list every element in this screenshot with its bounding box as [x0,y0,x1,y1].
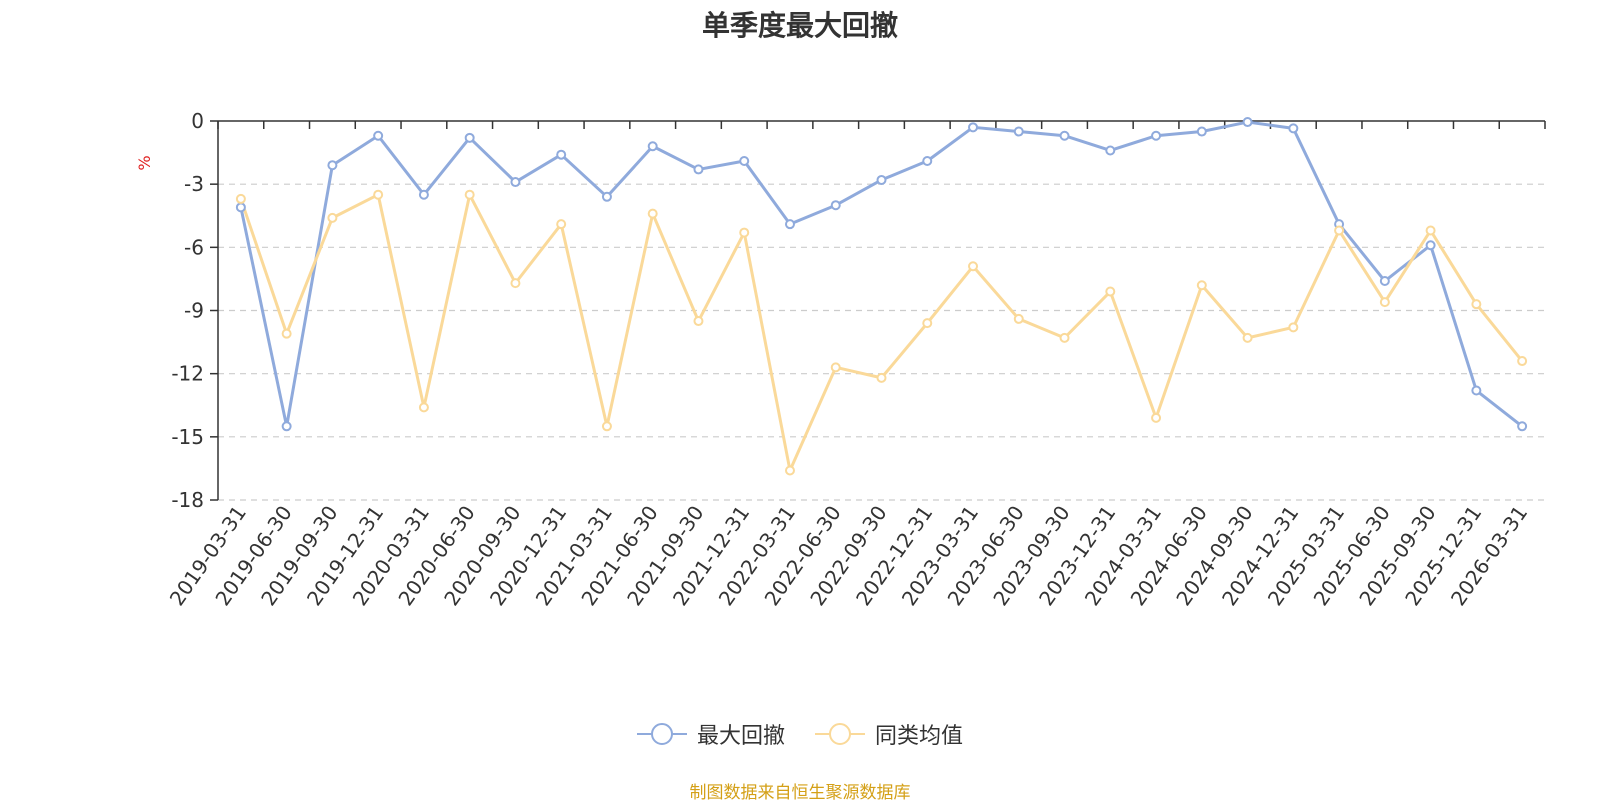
legend-label-peer-average: 同类均值 [875,724,964,749]
data-point-series-1 [418,402,429,413]
data-point-series-0 [235,202,246,213]
data-point-series-0 [281,421,292,432]
data-point-series-0 [373,130,384,141]
data-point-series-1 [464,189,475,200]
data-point-series-0 [1059,130,1070,141]
data-point-series-0 [327,160,338,171]
y-tick-label: -15 [171,425,204,449]
data-point-series-1 [693,316,704,327]
data-point-series-0 [1196,126,1207,137]
data-point-series-0 [601,191,612,202]
data-point-series-1 [1471,299,1482,310]
data-point-series-0 [739,156,750,167]
data-point-series-1 [1379,297,1390,308]
data-point-series-1 [373,189,384,200]
legend-circle-icon [636,723,687,745]
data-point-series-1 [784,465,795,476]
data-point-series-1 [1242,332,1253,343]
data-point-series-0 [556,149,567,160]
data-point-series-1 [1196,280,1207,291]
data-point-series-0 [647,141,658,152]
data-point-series-1 [1517,356,1528,367]
data-point-series-1 [739,227,750,238]
data-point-series-0 [1013,126,1024,137]
legend-item-peer-average[interactable]: 同类均值 [815,718,963,750]
data-point-series-0 [1379,276,1390,287]
data-point-series-0 [510,177,521,188]
data-point-series-1 [830,362,841,373]
data-point-series-0 [830,200,841,211]
data-point-series-0 [464,132,475,143]
data-point-series-1 [1425,225,1436,236]
data-point-series-1 [281,328,292,339]
data-point-series-1 [510,278,521,289]
y-tick-label: -3 [184,172,204,196]
data-point-series-0 [418,189,429,200]
data-point-series-0 [1517,421,1528,432]
data-point-series-1 [235,193,246,204]
data-point-series-0 [1288,123,1299,134]
data-point-series-1 [1059,332,1070,343]
series-line-1 [239,193,1524,473]
data-point-series-1 [601,421,612,432]
y-tick-label: -18 [171,488,204,512]
data-point-series-1 [922,318,933,329]
data-point-series-0 [1242,117,1253,128]
data-point-series-1 [1288,322,1299,333]
data-point-series-1 [1334,225,1345,236]
data-point-series-0 [876,174,887,185]
data-point-series-0 [968,122,979,133]
data-point-series-0 [1425,240,1436,251]
legend-item-drawdown[interactable]: 最大回撤 [636,718,785,750]
y-axis-label: % [135,155,154,170]
data-point-series-1 [647,208,658,219]
y-tick-label: 0 [191,109,204,133]
data-point-series-0 [922,156,933,167]
y-tick-label: -12 [171,362,204,386]
legend-circle-icon [815,723,865,745]
legend-label-drawdown: 最大回撤 [696,724,785,749]
data-point-series-0 [1471,385,1482,396]
data-point-series-0 [1105,145,1116,156]
data-point-series-1 [1013,313,1024,324]
data-point-series-1 [876,372,887,383]
source-note: 制图数据来自恒生聚源数据库 [689,783,911,803]
data-point-series-1 [968,261,979,272]
data-point-series-1 [1105,286,1116,297]
y-tick-label: -6 [184,235,204,259]
data-point-series-1 [556,219,567,230]
data-point-series-0 [784,219,795,230]
data-point-series-0 [1151,130,1162,141]
y-tick-label: -9 [184,299,204,323]
data-point-series-0 [693,164,704,175]
data-point-series-1 [327,212,338,223]
legend: 最大回撤 同类均值 [0,718,1600,750]
data-point-series-1 [1151,412,1162,423]
chart-title: 单季度最大回撤 [701,9,898,42]
